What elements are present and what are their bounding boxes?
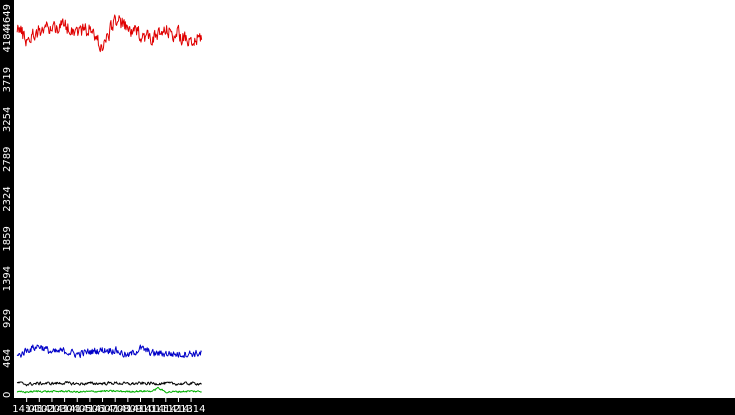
- y-tick-label: 3254: [2, 107, 13, 132]
- y-tick-label: 4184: [2, 27, 13, 52]
- y-tick-label: 2324: [2, 186, 13, 211]
- y-tick-label: 2789: [2, 147, 13, 172]
- x-tick-label: 14:06: [75, 404, 104, 415]
- y-tick-label: 929: [2, 309, 13, 328]
- x-tick-label: 14:01: [12, 404, 41, 415]
- x-tick-label: 14:04: [50, 404, 79, 415]
- x-tick-label: 14:12: [151, 404, 180, 415]
- y-tick-label: 464: [2, 349, 13, 368]
- x-tick-label: 14:10: [126, 404, 155, 415]
- series-line: [16, 381, 202, 387]
- x-tick-label: 14:03: [38, 404, 67, 415]
- series-line: [16, 386, 202, 394]
- series-line: [16, 344, 202, 359]
- x-tick-label: 14:08: [101, 404, 130, 415]
- x-tick-label: 14:11: [139, 404, 168, 415]
- y-tick-label: 3719: [2, 67, 13, 92]
- x-tick-label: 14:14: [177, 404, 206, 415]
- x-axis-bar: [0, 398, 735, 415]
- y-tick-label: 4649: [2, 4, 13, 29]
- series-line: [16, 14, 203, 53]
- x-axis-ticks: 14:0114:0214:0314:0414:0514:0614:0714:08…: [12, 398, 206, 415]
- x-tick-label: 14:07: [88, 404, 117, 415]
- y-tick-label: 0: [2, 392, 13, 398]
- y-axis-bar: [0, 0, 14, 415]
- x-tick-label: 14:05: [63, 404, 92, 415]
- plot-background: [14, 0, 735, 398]
- x-tick-label: 14:09: [113, 404, 142, 415]
- y-tick-label: 1859: [2, 226, 13, 251]
- x-tick-label: 14:02: [25, 404, 54, 415]
- y-tick-label: 1394: [2, 266, 13, 291]
- x-tick-label: 14:13: [164, 404, 193, 415]
- series-layer: [16, 14, 203, 394]
